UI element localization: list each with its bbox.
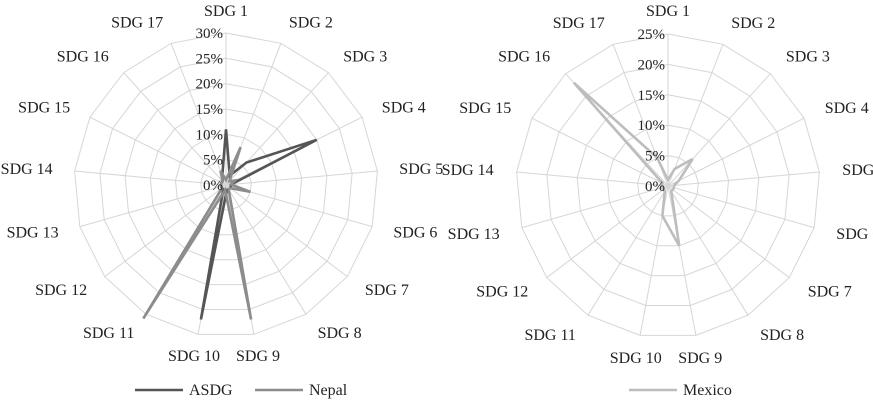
category-label: SDG 3 [343, 48, 387, 65]
grid-spoke [225, 184, 307, 315]
category-label: SDG 9 [678, 350, 722, 367]
grid-ring [637, 155, 699, 217]
category-label: SDG 5 [842, 162, 873, 179]
category-label: SDG 9 [236, 348, 280, 365]
category-label: SDG 4 [382, 99, 426, 116]
tick-label: 5% [645, 149, 665, 165]
tick-label: 10% [638, 118, 666, 134]
category-label: SDG 1 [204, 3, 248, 20]
category-label: SDG 2 [289, 15, 333, 32]
tick-label: 30% [196, 26, 224, 42]
grid-ring [200, 159, 252, 211]
grid-spoke [225, 170, 378, 186]
grid-ring [124, 83, 328, 286]
category-label: SDG 14 [1, 161, 53, 178]
tick-label: 25% [196, 51, 224, 67]
tick-label: 0% [645, 179, 665, 195]
category-label: SDG 13 [448, 226, 500, 243]
category-label: SDG 17 [111, 15, 163, 32]
grid-spoke [531, 117, 669, 187]
category-label: SDG 3 [786, 49, 830, 66]
grid-spoke [79, 184, 227, 228]
category-label: SDG 10 [610, 350, 662, 367]
grid-spoke [225, 184, 348, 277]
category-label: SDG 1 [646, 3, 690, 20]
grid-spoke [123, 72, 227, 186]
category-label: SDG 2 [731, 15, 775, 32]
tick-label: 0% [203, 178, 223, 194]
grid-spoke [667, 185, 749, 316]
category-label: SDG 15 [18, 99, 70, 116]
legend-left: ASDG Nepal [135, 382, 348, 399]
tick-label: 20% [638, 57, 666, 73]
category-label: SDG 7 [365, 282, 409, 299]
tick-label: 15% [196, 102, 224, 118]
grid-ring [174, 133, 278, 236]
category-label: SDG 13 [7, 225, 59, 242]
radar-chart-right: 0% 5% 10% 15% 20% 25% SDG 1 SDG 2 SDG 3 SDG 4 SDG … [442, 3, 873, 367]
grid-ring [546, 63, 790, 306]
category-label: SDG 6 [393, 225, 437, 242]
series-nepal-line [142, 146, 253, 320]
grid-spoke [667, 117, 805, 187]
tick-label: 10% [196, 127, 224, 143]
tick-label: 25% [638, 27, 666, 43]
grid-spoke [667, 185, 697, 336]
grid-spoke [667, 44, 724, 187]
radar-chart-left: 0% 5% 10% 15% 20% 25% 30% SDG 1 SDG 2 SDG 3 SDG 4 S… [1, 3, 444, 365]
legend-right: Mexico [629, 382, 732, 399]
category-label: SDG 6 [836, 226, 873, 243]
category-label: SDG 15 [459, 100, 511, 117]
grid-ring [516, 33, 820, 336]
grid-spoke [587, 185, 669, 316]
grid-ring [74, 32, 378, 335]
grid-spoke [667, 171, 820, 187]
grid-spoke [74, 170, 227, 186]
grid-spoke [667, 185, 815, 229]
tick-label: 5% [203, 153, 223, 169]
category-label: SDG 11 [83, 325, 134, 342]
category-label: SDG 10 [168, 348, 220, 365]
category-label: SDG 4 [825, 100, 869, 117]
category-label: SDG 11 [524, 327, 575, 344]
grid-spoke [667, 73, 771, 187]
grid-spoke [170, 43, 227, 186]
grid-ring [606, 124, 730, 247]
grid-ring [99, 57, 353, 310]
grid-spoke [546, 185, 669, 278]
grid-ring [576, 94, 760, 277]
category-label: SDG 12 [476, 284, 528, 301]
series-mexico-line [572, 81, 694, 247]
category-label: SDG 17 [553, 15, 605, 32]
category-label: SDG 12 [35, 282, 87, 299]
grid-spoke [521, 185, 669, 229]
category-label: SDG 8 [760, 327, 804, 344]
category-label: SDG 16 [57, 48, 109, 65]
tick-label: 20% [196, 77, 224, 93]
category-label: SDG 5 [399, 161, 443, 178]
grid-spoke [667, 185, 790, 278]
legend-label-nepal: Nepal [309, 382, 348, 399]
grid-spoke [516, 171, 669, 187]
legend-label-mexico: Mexico [683, 382, 732, 399]
legend-label-asdg: ASDG [189, 382, 233, 399]
category-label: SDG 7 [808, 284, 852, 301]
category-label: SDG 16 [498, 49, 550, 66]
category-label: SDG 14 [442, 162, 494, 179]
category-label: SDG 8 [318, 325, 362, 342]
tick-label: 15% [638, 88, 666, 104]
grid-spoke [89, 116, 227, 186]
grid-spoke [104, 184, 227, 277]
